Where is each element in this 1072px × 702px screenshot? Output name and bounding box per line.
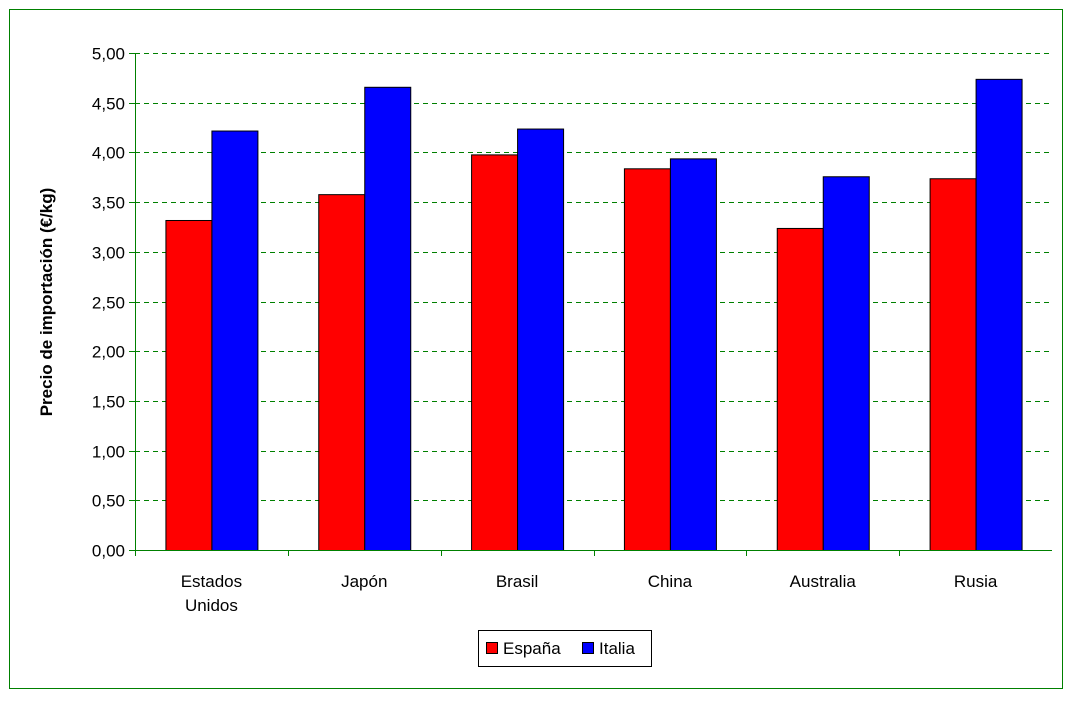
legend-swatch-italia [582, 642, 594, 654]
x-tick-label: Australia [790, 572, 857, 591]
y-tick-label: 4,00 [92, 144, 125, 163]
bar-italia [669, 158, 717, 551]
legend-label-italia: Italia [599, 639, 635, 658]
bars [165, 78, 1023, 552]
bar-italia [364, 86, 412, 552]
legend-swatch-espana [486, 642, 498, 654]
y-tick-label: 0,00 [92, 542, 125, 561]
bar-espana [165, 219, 213, 551]
y-tick-label: 3,00 [92, 244, 125, 263]
y-tick-label: 4,50 [92, 95, 125, 114]
y-tick-label: 5,00 [92, 45, 125, 64]
bar-italia [211, 130, 259, 551]
y-axis-title: Precio de importación (€/kg) [37, 188, 56, 417]
y-tick-label: 3,50 [92, 194, 125, 213]
legend-box [478, 630, 652, 667]
bar-italia [517, 128, 565, 551]
x-tick-label: Brasil [496, 572, 539, 591]
x-tick-label: Rusia [954, 572, 998, 591]
x-tick-label: Estados Unidos [181, 572, 242, 615]
x-tick-label: Japón [341, 572, 387, 591]
bar-espana [318, 194, 366, 551]
axes: 0,00 0,50 1,00 1,50 2,00 2,50 3,00 3,50 4,00 4,50… [92, 45, 1052, 615]
y-tick-label: 2,50 [92, 294, 125, 313]
bar-espana [471, 154, 519, 551]
y-tick-label: 1,00 [92, 443, 125, 462]
bar-italia [975, 78, 1023, 552]
bar-espana [776, 227, 824, 551]
bar-italia [822, 176, 870, 551]
y-tick-label: 1,50 [92, 393, 125, 412]
legend-label-espana: España [503, 639, 561, 658]
y-tick-label: 0,50 [92, 492, 125, 511]
bar-espana [929, 178, 977, 552]
y-tick-label: 2,00 [92, 343, 125, 362]
x-tick-label: China [648, 572, 693, 591]
legend: España Italia [478, 630, 652, 667]
bar-espana [623, 168, 671, 552]
